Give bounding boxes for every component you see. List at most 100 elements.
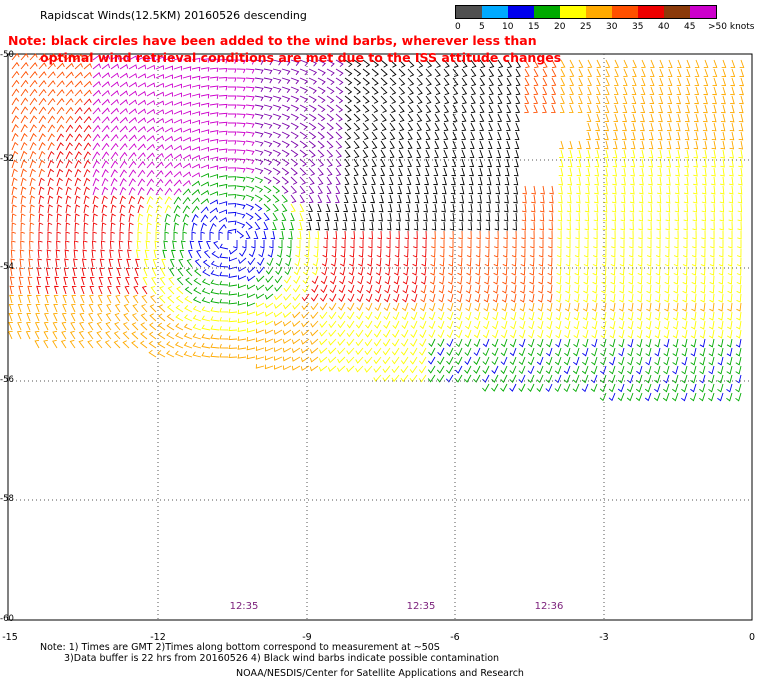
note-line-1: Note: black circles have been added to t… <box>8 33 537 48</box>
wind-barb <box>737 230 742 240</box>
wind-barb <box>227 149 237 154</box>
wind-barb <box>736 248 742 258</box>
wind-barb <box>609 320 616 330</box>
wind-barb <box>83 80 92 88</box>
wind-barb <box>329 293 337 302</box>
wind-barb <box>465 311 472 321</box>
wind-barb <box>172 240 177 250</box>
wind-barb <box>470 95 476 105</box>
wind-barb <box>65 124 74 133</box>
wind-barb <box>497 104 503 114</box>
wind-barb <box>737 194 743 204</box>
wind-barb <box>11 97 20 106</box>
wind-barb <box>344 140 351 150</box>
wind-barb <box>290 59 300 66</box>
wind-barb <box>583 266 589 276</box>
wind-barb <box>474 293 481 303</box>
wind-barb <box>398 167 403 177</box>
wind-barb <box>283 284 292 293</box>
wind-barb <box>411 302 418 312</box>
wind-barb <box>410 347 418 356</box>
wind-barb <box>702 131 708 141</box>
wind-barb <box>594 185 599 195</box>
wind-barb <box>479 95 485 105</box>
wind-barb <box>200 67 210 72</box>
wind-barb <box>519 320 526 330</box>
wind-barb <box>469 167 474 177</box>
wind-barb <box>663 320 670 330</box>
wind-barb <box>378 212 383 222</box>
wind-barb <box>622 86 628 96</box>
wind-barb <box>210 270 220 277</box>
wind-barb <box>500 338 508 348</box>
wind-barb <box>74 222 80 232</box>
wind-barb <box>464 347 472 357</box>
wind-barb <box>326 59 335 67</box>
wind-barb <box>718 257 724 267</box>
wind-barb <box>622 104 628 114</box>
wind-barb <box>281 194 288 203</box>
wind-barb <box>611 240 616 249</box>
wind-barb <box>137 73 147 79</box>
wind-barb <box>263 185 272 194</box>
wind-barb <box>246 319 256 325</box>
wind-barb <box>709 311 715 321</box>
wind-barb <box>186 258 193 268</box>
wind-barb <box>274 275 283 284</box>
wind-barb <box>62 285 68 295</box>
wind-barb <box>424 176 430 186</box>
wind-barb <box>425 158 430 168</box>
wind-barb <box>491 338 499 348</box>
wind-barb <box>560 86 566 96</box>
wind-barb <box>118 249 123 259</box>
wind-barb <box>236 140 246 146</box>
wind-barb <box>197 240 203 250</box>
wind-barb <box>164 92 174 97</box>
wind-barb <box>105 321 112 331</box>
wind-barb <box>355 347 364 355</box>
wind-barb <box>273 365 283 370</box>
wind-barb <box>461 86 468 96</box>
wind-barb <box>92 63 102 70</box>
wind-barb <box>684 167 689 177</box>
wind-barb <box>227 122 237 127</box>
wind-barb <box>56 195 63 205</box>
wind-barb <box>237 318 247 324</box>
wind-barb <box>179 249 185 259</box>
wind-barb <box>494 240 499 249</box>
wind-barb <box>443 149 448 159</box>
wind-barb <box>425 149 430 159</box>
wind-barb <box>451 158 457 168</box>
wind-barb <box>538 266 544 276</box>
wind-barb <box>191 66 201 72</box>
wind-barb <box>335 104 344 113</box>
wind-barb <box>636 311 643 321</box>
wind-barb <box>47 150 55 160</box>
wind-barb <box>708 320 715 330</box>
wind-barb <box>38 168 45 178</box>
wind-barb <box>87 330 94 340</box>
wind-barb <box>128 169 137 178</box>
wind-barb <box>148 349 157 358</box>
wind-barb <box>182 162 192 169</box>
wind-barb <box>319 302 328 311</box>
wind-barb <box>278 240 283 249</box>
wind-barb <box>317 149 325 158</box>
wind-barb <box>684 149 690 159</box>
wind-barb <box>362 86 370 95</box>
wind-barb <box>74 177 82 187</box>
wind-barb <box>511 248 517 258</box>
wind-barb <box>612 176 617 186</box>
wind-barb <box>620 203 626 213</box>
wind-barb <box>314 240 319 249</box>
wind-barb <box>326 149 334 158</box>
wind-barb <box>528 302 535 312</box>
wind-barb <box>29 231 34 240</box>
wind-barb <box>34 339 40 349</box>
wind-barb <box>708 338 715 348</box>
wind-barb <box>80 285 86 295</box>
wind-barb <box>83 98 92 106</box>
wind-barb <box>292 320 301 327</box>
wind-barb <box>540 185 545 195</box>
wind-barb <box>155 204 163 214</box>
